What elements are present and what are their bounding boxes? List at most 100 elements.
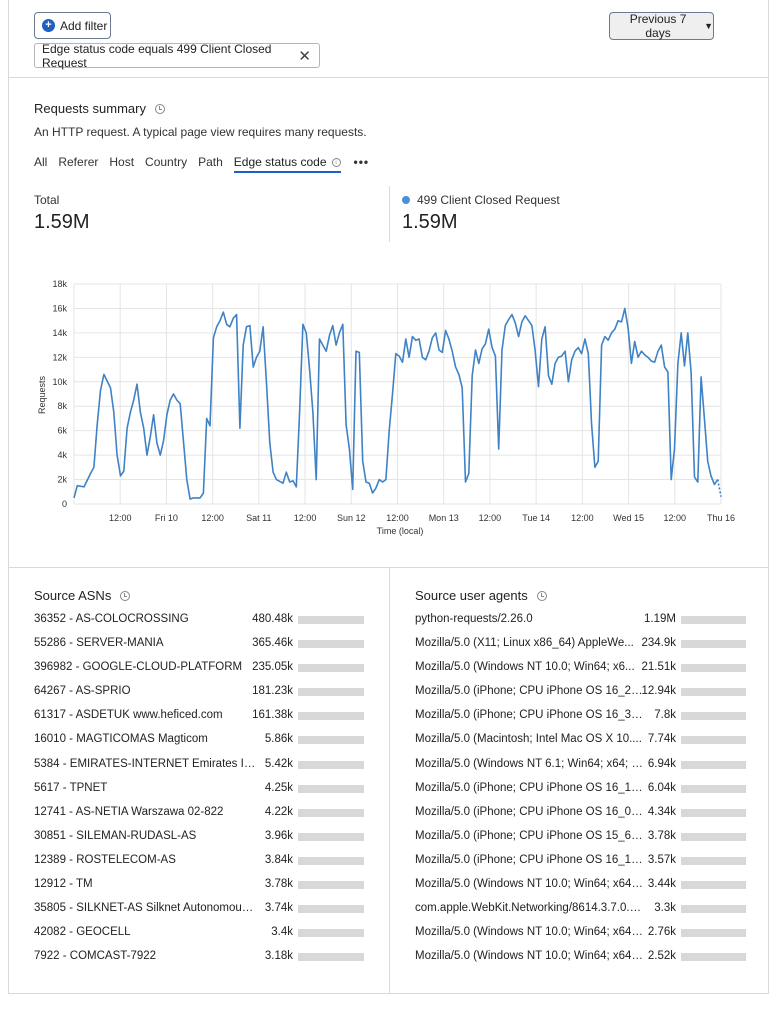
list-item-label: Mozilla/5.0 (Macintosh; Intel Mac OS X 1… [415, 733, 642, 746]
list-item-value: 3.57k [647, 853, 676, 866]
list-item[interactable]: com.apple.WebKit.Networking/8614.3.7.0.6… [415, 897, 746, 921]
total-value: 1.59M [34, 211, 90, 233]
list-item-bar [298, 616, 364, 624]
tab-edge-status-code[interactable]: Edge status code i [233, 155, 341, 173]
list-item-bar [298, 760, 364, 769]
list-item[interactable]: 42082 - GEOCELL 3.4k [34, 921, 364, 945]
asn-list: 36352 - AS-COLOCROSSING 480.48k 55286 - SE… [34, 608, 364, 969]
list-item-label: 12389 - ROSTELECOM-AS [34, 853, 176, 866]
y-tick-label: 4k [57, 450, 67, 460]
list-item-value: 4.22k [264, 805, 293, 818]
frame-border-left [8, 0, 9, 994]
list-item[interactable]: Mozilla/5.0 (Windows NT 6.1; Win64; x64;… [415, 753, 746, 777]
list-item-value: 7.8k [654, 709, 676, 722]
series-label: 499 Client Closed Request [417, 193, 560, 207]
list-item[interactable]: 30851 - SILEMAN-RUDASL-AS 3.96k [34, 825, 364, 849]
list-item-value: 7.74k [647, 733, 676, 746]
list-item[interactable]: Mozilla/5.0 (Windows NT 10.0; Win64; x64… [415, 945, 746, 969]
list-item[interactable]: 61317 - ASDETUK www.heficed.com 161.38k [34, 704, 364, 728]
list-item-bar [681, 905, 746, 914]
list-item[interactable]: 12741 - AS-NETIA Warszawa 02-822 4.22k [34, 801, 364, 825]
more-tabs-button[interactable]: ••• [353, 155, 370, 169]
list-item[interactable]: Mozilla/5.0 (Windows NT 10.0; Win64; x64… [415, 873, 746, 897]
list-item-value: 161.38k [252, 709, 293, 722]
list-item[interactable]: 36352 - AS-COLOCROSSING 480.48k [34, 608, 364, 632]
list-item[interactable]: 55286 - SERVER-MANIA 365.46k [34, 632, 364, 656]
list-item[interactable]: Mozilla/5.0 (iPhone; CPU iPhone OS 16_3 … [415, 704, 746, 728]
list-item[interactable]: 12389 - ROSTELECOM-AS 3.84k [34, 849, 364, 873]
divider-bottom [8, 993, 769, 994]
list-item-label: Mozilla/5.0 (iPhone; CPU iPhone OS 16_2 … [415, 685, 643, 698]
active-filter-chip[interactable]: Edge status code equals 499 Client Close… [34, 42, 320, 70]
divider-columns [389, 567, 390, 994]
chart-grid [73, 283, 722, 505]
tab-path[interactable]: Path [198, 155, 223, 169]
tab-referer[interactable]: Referer [58, 155, 99, 169]
list-item-value: 3.74k [264, 902, 293, 915]
list-item[interactable]: 35805 - SILKNET-AS Silknet Autonomous ..… [34, 897, 364, 921]
list-item-label: 12741 - AS-NETIA Warszawa 02-822 [34, 805, 224, 818]
list-item[interactable]: 396982 - GOOGLE-CLOUD-PLATFORM 235.05k [34, 656, 364, 680]
add-filter-button[interactable]: + Add filter [34, 12, 111, 39]
list-item-label: 16010 - MAGTICOMAS Magticom [34, 733, 208, 746]
list-item[interactable]: 64267 - AS-SPRIO 181.23k [34, 680, 364, 704]
list-item-value: 3.78k [264, 878, 293, 891]
list-item[interactable]: Mozilla/5.0 (iPhone; CPU iPhone OS 15_6_… [415, 825, 746, 849]
list-item-label: Mozilla/5.0 (Windows NT 6.1; Win64; x64;… [415, 757, 643, 770]
list-item-bar [298, 905, 364, 914]
list-item-value: 181.23k [252, 685, 293, 698]
list-item[interactable]: 7922 - COMCAST-7922 3.18k [34, 945, 364, 969]
list-item-label: Mozilla/5.0 (iPhone; CPU iPhone OS 16_1_… [415, 853, 643, 866]
y-tick-label: 14k [52, 328, 67, 338]
list-item[interactable]: Mozilla/5.0 (Macintosh; Intel Mac OS X 1… [415, 728, 746, 752]
series-line [73, 307, 719, 500]
list-item-bar [681, 808, 746, 817]
list-item[interactable]: Mozilla/5.0 (iPhone; CPU iPhone OS 16_1_… [415, 849, 746, 873]
tab-country[interactable]: Country [145, 155, 188, 169]
list-item-bar [298, 881, 364, 890]
y-tick-label: 0 [62, 499, 67, 509]
list-item[interactable]: Mozilla/5.0 (X11; Linux x86_64) AppleWe.… [415, 632, 746, 656]
list-item-value: 4.34k [647, 805, 676, 818]
tab-all[interactable]: All [34, 155, 48, 169]
list-item-value: 480.48k [252, 613, 293, 625]
list-item-label: Mozilla/5.0 (Windows NT 10.0; Win64; x64… [415, 950, 643, 963]
list-item-bar [681, 929, 746, 938]
close-icon[interactable]: ✕ [298, 48, 311, 65]
list-item-value: 234.9k [641, 637, 676, 650]
clock-icon [154, 103, 165, 114]
list-item-value: 3.96k [264, 829, 293, 842]
list-item[interactable]: 5384 - EMIRATES-INTERNET Emirates Inter.… [34, 753, 364, 777]
y-tick-label: 10k [52, 377, 67, 387]
list-item-value: 6.04k [647, 781, 676, 794]
list-item-bar [681, 664, 746, 673]
list-item[interactable]: Mozilla/5.0 (iPhone; CPU iPhone OS 16_1_… [415, 777, 746, 801]
list-item-bar [681, 640, 746, 649]
list-item-bar [298, 784, 364, 793]
list-item-bar [681, 856, 746, 865]
list-item[interactable]: Mozilla/5.0 (iPhone; CPU iPhone OS 16_2 … [415, 680, 746, 704]
list-item-bar [681, 616, 746, 624]
list-item[interactable]: Mozilla/5.0 (Windows NT 10.0; Win64; x64… [415, 921, 746, 945]
x-tick-label: Mon 13 [429, 513, 459, 523]
list-item[interactable]: python-requests/2.26.0 1.19M [415, 608, 746, 632]
plus-icon: + [42, 19, 55, 32]
tab-edge-status-code-label: Edge status code [233, 155, 327, 169]
list-item-bar [681, 784, 746, 793]
list-item-label: 55286 - SERVER-MANIA [34, 637, 164, 650]
x-axis-label: Time (local) [377, 526, 424, 536]
list-item[interactable]: Mozilla/5.0 (iPhone; CPU iPhone OS 16_0 … [415, 801, 746, 825]
list-item[interactable]: 12912 - TM 3.78k [34, 873, 364, 897]
list-item-label: Mozilla/5.0 (iPhone; CPU iPhone OS 16_0 … [415, 805, 643, 818]
list-item-value: 365.46k [252, 637, 293, 650]
tab-host[interactable]: Host [109, 155, 135, 169]
list-item[interactable]: 16010 - MAGTICOMAS Magticom 5.86k [34, 728, 364, 752]
x-tick-label: 12:00 [571, 513, 594, 523]
x-axis-ticks: 12:00 Fri 10 12:00 Sat 11 12:00 Sun 12 12:00 Mo… [109, 513, 735, 523]
time-range-select[interactable]: Previous 7 days ▼ [609, 12, 714, 40]
y-axis-ticks: 0 2k 4k 6k 8k 10k 12k 14k 16k 18k [52, 279, 67, 509]
list-item[interactable]: Mozilla/5.0 (Windows NT 10.0; Win64; x6.… [415, 656, 746, 680]
list-item-bar [681, 712, 746, 721]
list-item[interactable]: 5617 - TPNET 4.25k [34, 777, 364, 801]
